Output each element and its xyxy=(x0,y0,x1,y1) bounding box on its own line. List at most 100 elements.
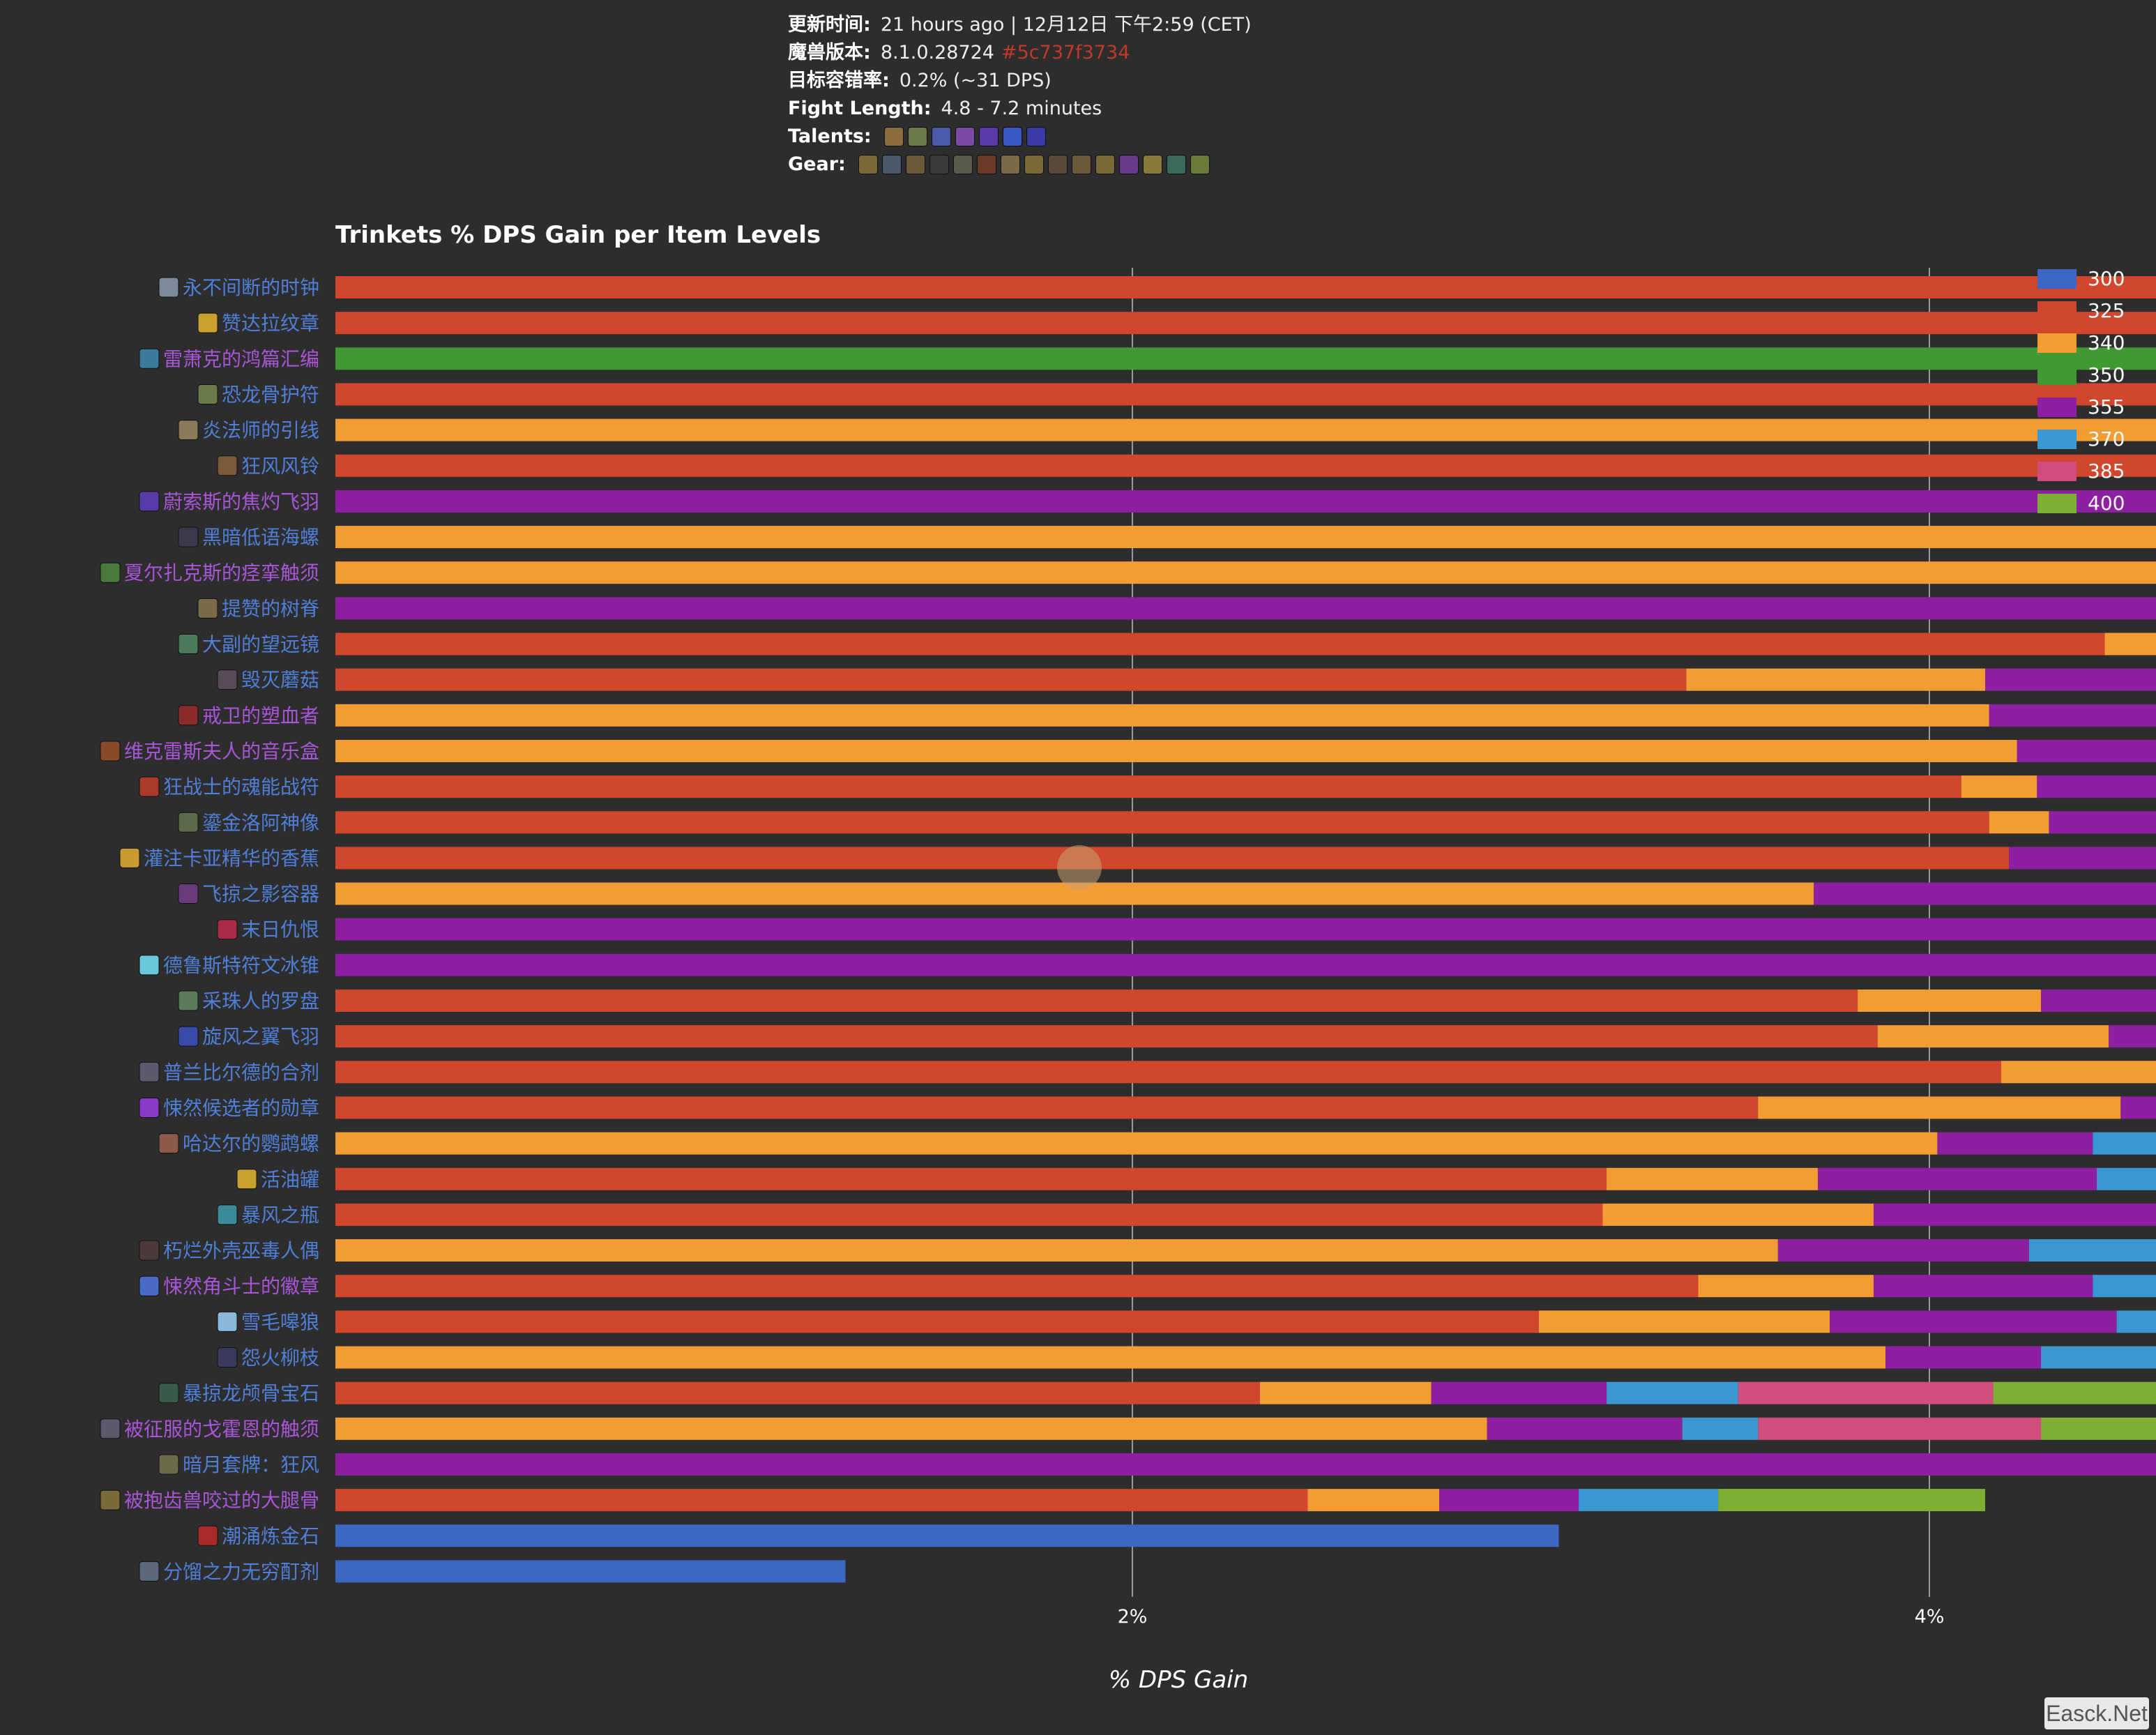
trinket-icon xyxy=(197,312,218,333)
trinket-label[interactable]: 旋风之翼飞羽 xyxy=(202,1025,319,1048)
gear-item-icon[interactable] xyxy=(1142,155,1162,174)
bar-segment-325 xyxy=(335,1310,1539,1333)
trinket-label[interactable]: 哈达尔的鹦鹉螺 xyxy=(183,1132,319,1156)
trinket-label[interactable]: 悚然候选者的勋章 xyxy=(163,1096,319,1119)
trinket-icon xyxy=(178,812,199,833)
trinket-label[interactable]: 黑暗低语海螺 xyxy=(202,526,319,549)
gear-item-icon[interactable] xyxy=(905,155,925,174)
trinket-label[interactable]: 采珠人的罗盘 xyxy=(202,990,319,1013)
gear-item-icon[interactable] xyxy=(1024,155,1044,174)
trinket-label[interactable]: 鎏金洛阿神像 xyxy=(202,811,319,834)
gear-item-icon[interactable] xyxy=(1118,155,1139,174)
bar-segment-355 xyxy=(2017,739,2156,762)
trinket-label[interactable]: 灌注卡亚精华的香蕉 xyxy=(144,847,319,870)
trinket-label[interactable]: 夏尔扎克斯的痉挛触须 xyxy=(124,561,319,584)
bar-segment-355 xyxy=(335,953,2156,976)
bar-segment-355 xyxy=(1487,1417,1683,1440)
bar-segment-340 xyxy=(1858,990,2042,1012)
legend-swatch-400 xyxy=(2037,494,2077,513)
bar-segment-325 xyxy=(335,454,2156,477)
gear-item-icon[interactable] xyxy=(1047,155,1068,174)
trinket-label[interactable]: 狂风风铃 xyxy=(241,455,319,478)
bar-segment-355 xyxy=(1885,1346,2042,1369)
trinket-label[interactable]: 普兰比尔德的合剂 xyxy=(163,1061,319,1084)
legend-swatch-325 xyxy=(2037,301,2077,321)
legend-label: 340 xyxy=(2088,331,2125,354)
talent-icon[interactable] xyxy=(883,127,904,146)
trinket-label[interactable]: 活油罐 xyxy=(261,1168,319,1191)
gear-item-icon[interactable] xyxy=(1166,155,1186,174)
trinket-icon xyxy=(217,1347,238,1367)
gear-item-icon[interactable] xyxy=(952,155,973,174)
trinket-label[interactable]: 维克雷斯夫人的音乐盒 xyxy=(124,740,319,763)
talent-icon[interactable] xyxy=(1002,127,1022,146)
trinket-label[interactable]: 大副的望远镜 xyxy=(202,633,319,656)
trinket-label[interactable]: 毁灭蘑菇 xyxy=(241,669,319,692)
chart-title: Trinkets % DPS Gain per Item Levels xyxy=(335,221,821,249)
bar-segment-370 xyxy=(2093,1132,2156,1155)
trinket-icon xyxy=(139,776,160,797)
talent-icon[interactable] xyxy=(955,127,975,146)
trinket-icon xyxy=(158,277,179,298)
gear-icons xyxy=(858,155,1210,174)
legend-label: 385 xyxy=(2088,460,2125,483)
talent-icon[interactable] xyxy=(931,127,951,146)
bar-segment-325 xyxy=(335,775,1961,798)
bar-segment-340 xyxy=(335,1346,1886,1369)
trinket-label[interactable]: 被抱齿兽咬过的大腿骨 xyxy=(124,1489,319,1512)
talent-icon[interactable] xyxy=(1026,127,1046,146)
gear-item-icon[interactable] xyxy=(881,155,902,174)
bar-segment-355 xyxy=(335,918,2156,941)
bar-segment-355 xyxy=(2041,990,2156,1012)
trinket-icon xyxy=(158,1133,179,1154)
gear-item-icon[interactable] xyxy=(976,155,996,174)
trinket-icon xyxy=(217,1311,238,1332)
trinket-icon xyxy=(178,705,199,726)
trinket-label[interactable]: 戒卫的塑血者 xyxy=(202,704,319,727)
trinket-label[interactable]: 朽烂外壳巫毒人偶 xyxy=(163,1239,319,1262)
bar-segment-340 xyxy=(1686,668,1986,691)
trinket-label[interactable]: 潮涌炼金石 xyxy=(222,1524,319,1547)
trinket-label[interactable]: 德鲁斯特符文冰锥 xyxy=(163,954,319,977)
trinket-label[interactable]: 暗月套牌：狂风 xyxy=(183,1453,319,1476)
bar-segment-355 xyxy=(2037,775,2156,798)
gear-item-icon[interactable] xyxy=(1000,155,1020,174)
bar-segment-340 xyxy=(1877,1025,2109,1048)
gear-item-icon[interactable] xyxy=(1071,155,1091,174)
trinket-icon xyxy=(197,598,218,619)
trinket-label[interactable]: 怨火柳枝 xyxy=(241,1347,319,1370)
trinket-label[interactable]: 暴风之瓶 xyxy=(241,1204,319,1227)
trinket-label[interactable]: 炎法师的引线 xyxy=(202,419,319,442)
talent-icon[interactable] xyxy=(907,127,927,146)
trinket-icon xyxy=(178,420,199,441)
bar-segment-340 xyxy=(1259,1381,1432,1404)
trinket-label[interactable]: 赞达拉纹章 xyxy=(222,312,319,335)
trinket-label[interactable]: 蔚索斯的焦灼飞羽 xyxy=(163,490,319,513)
trinket-icon xyxy=(178,990,199,1011)
trinket-label[interactable]: 雪毛嗥狼 xyxy=(241,1310,319,1333)
talent-icon[interactable] xyxy=(978,127,999,146)
trinket-label[interactable]: 雷萧克的鸿篇汇编 xyxy=(163,347,319,370)
trinket-label[interactable]: 永不间断的时钟 xyxy=(183,276,319,299)
gear-item-icon[interactable] xyxy=(1095,155,1115,174)
bar-segment-325 xyxy=(335,276,2156,298)
game-version-value: 8.1.0.28724 xyxy=(880,42,994,63)
trinket-label[interactable]: 飞掠之影容器 xyxy=(202,883,319,906)
update-time-value: 21 hours ago | 12月12日 下午2:59 (CET) xyxy=(880,14,1252,36)
trinket-label[interactable]: 恐龙骨护符 xyxy=(222,383,319,406)
trinket-label[interactable]: 分馏之力无穷酊剂 xyxy=(163,1560,319,1583)
gear-item-icon[interactable] xyxy=(1190,155,1210,174)
trinket-label[interactable]: 狂战士的魂能战符 xyxy=(163,775,319,798)
trinket-label[interactable]: 被征服的戈霍恩的触须 xyxy=(124,1418,319,1441)
trinket-label[interactable]: 悚然角斗士的徽章 xyxy=(163,1275,319,1298)
gear-item-icon[interactable] xyxy=(929,155,949,174)
trinket-icon xyxy=(178,526,199,547)
trinket-label[interactable]: 末日仇恨 xyxy=(241,918,319,941)
trinket-label[interactable]: 暴掠龙颅骨宝石 xyxy=(183,1382,319,1405)
game-version-hash-link[interactable]: #5c737f3734 xyxy=(1001,42,1130,63)
trinket-icon xyxy=(139,955,160,976)
gear-item-icon[interactable] xyxy=(858,155,878,174)
legend-label: 325 xyxy=(2088,299,2125,322)
trinket-label[interactable]: 提赞的树脊 xyxy=(222,597,319,620)
